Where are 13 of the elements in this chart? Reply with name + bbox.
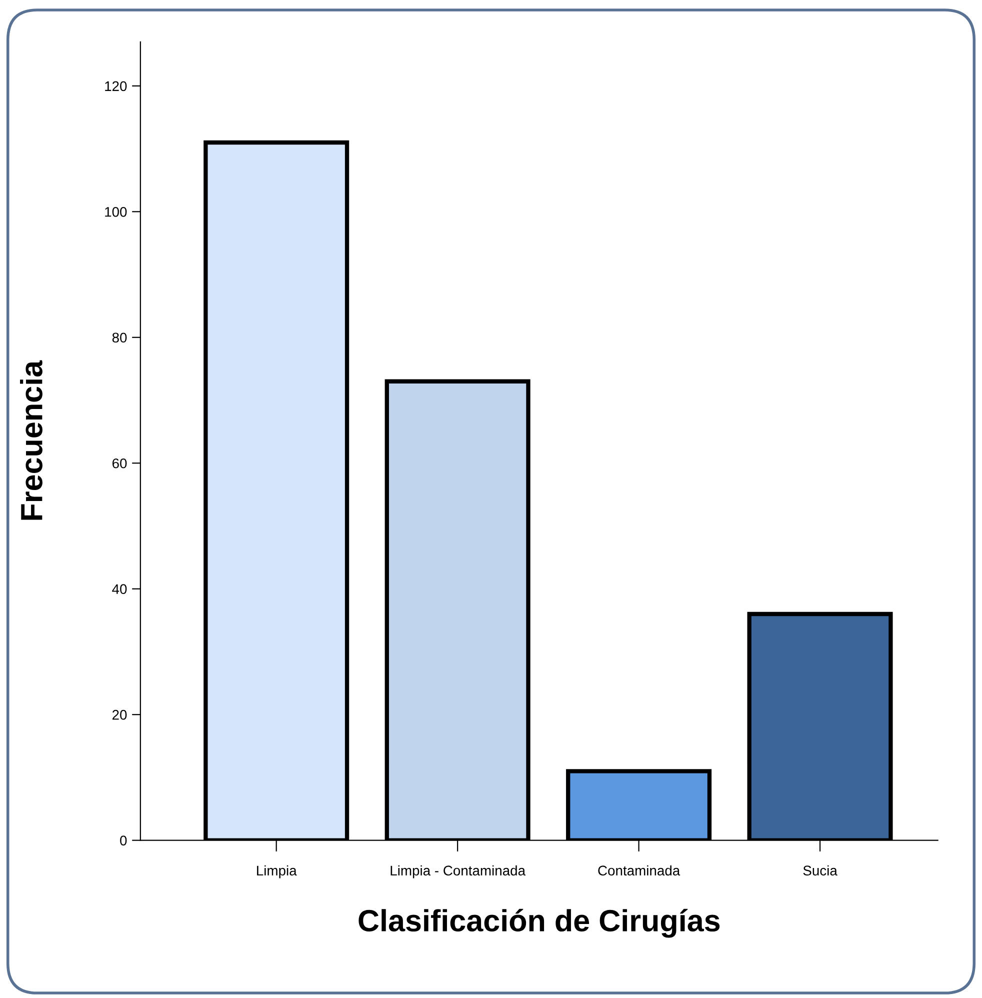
y-tick-label: 20 (112, 710, 127, 720)
y-tick-label: 120 (105, 81, 127, 92)
y-tick-label: 0 (120, 836, 127, 846)
x-tick-label: Contaminada (598, 865, 680, 876)
y-tick-label: 60 (112, 458, 127, 468)
x-axis-title: Clasificación de Cirugías (358, 908, 720, 938)
y-axis-title: Frecuencia (20, 360, 42, 520)
x-tick-label: Limpia (257, 865, 297, 878)
y-tick-label: 80 (112, 332, 127, 343)
y-tick-label: 40 (112, 584, 127, 594)
x-tick-label: Sucia (803, 865, 838, 876)
y-tick-label: 100 (105, 206, 127, 217)
x-tick-label: Limpia - Contaminada (390, 865, 526, 878)
